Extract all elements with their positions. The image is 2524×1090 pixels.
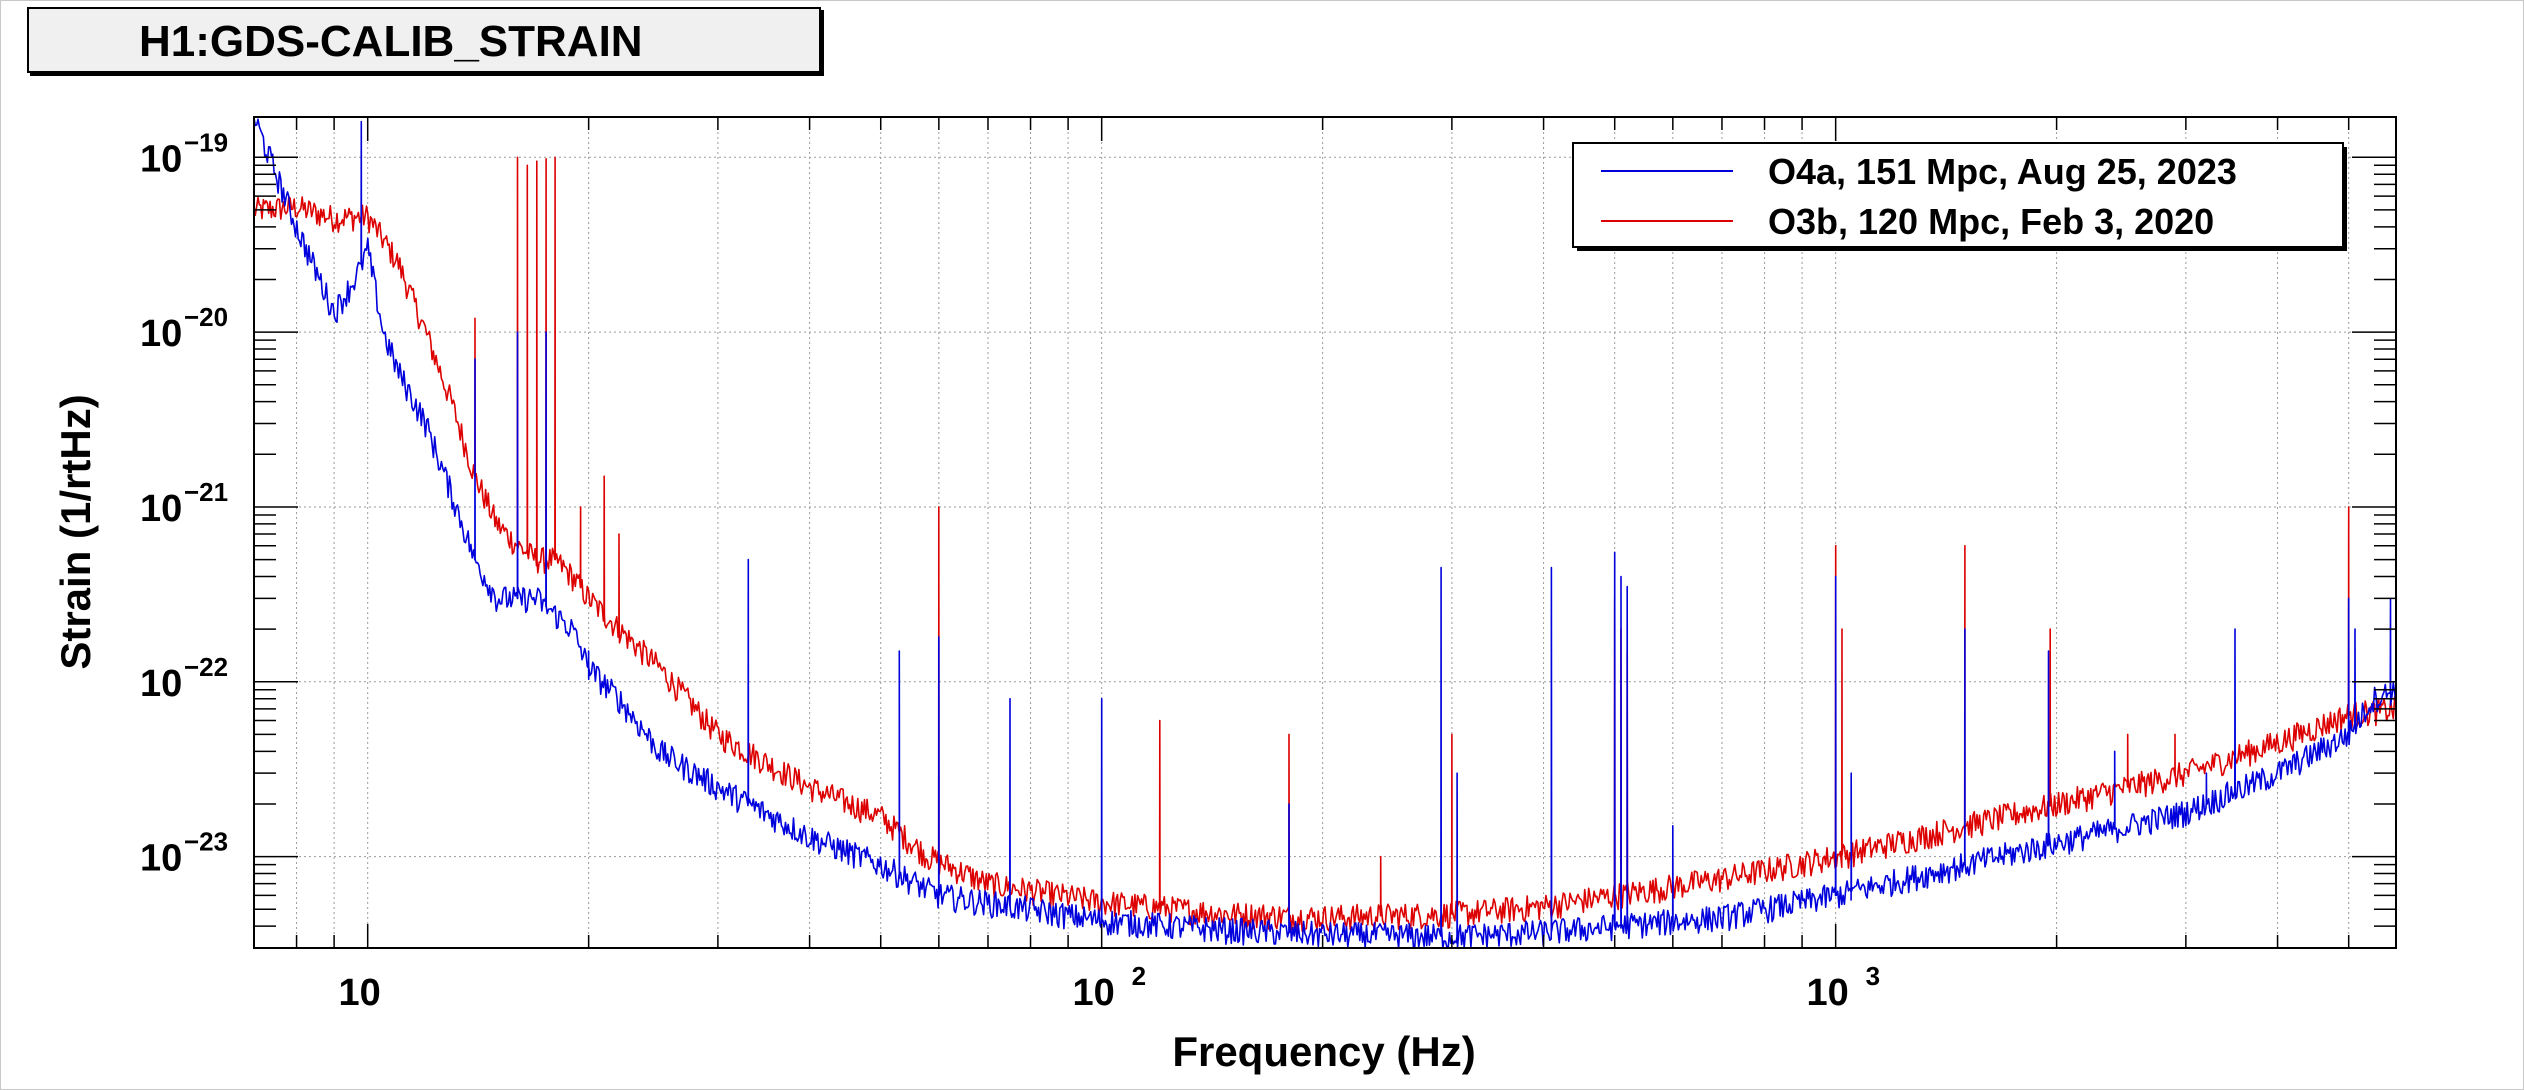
x-axis-title: Frequency (Hz) — [1172, 1028, 1475, 1075]
x-tick-label: 10 — [1073, 972, 1115, 1014]
x-tick-label: 10 — [339, 972, 381, 1014]
y-tick-exponent: −21 — [184, 477, 228, 507]
y-axis-title: Strain (1/rtHz) — [52, 394, 99, 669]
y-tick-exponent: −23 — [184, 827, 228, 857]
x-tick-exponent: 2 — [1132, 961, 1146, 991]
axes — [253, 116, 2397, 949]
x-tick-label: 10 — [1807, 972, 1849, 1014]
chart-title-box: H1:GDS-CALIB_STRAIN — [27, 7, 821, 73]
y-tick-label: 10 — [140, 313, 182, 355]
chart-title: H1:GDS-CALIB_STRAIN — [139, 17, 643, 66]
y-tick-label: 10 — [140, 663, 182, 705]
series-line-o4a — [253, 117, 2397, 949]
legend: O4a, 151 Mpc, Aug 25, 2023 O3b, 120 Mpc, … — [1572, 142, 2347, 251]
y-tick-exponent: −20 — [184, 302, 228, 332]
y-tick-exponent: −19 — [184, 127, 228, 157]
y-tick-label: 10 — [140, 838, 182, 880]
series-line-o3b — [253, 156, 2397, 932]
legend-label: O4a, 151 Mpc, Aug 25, 2023 — [1768, 151, 2237, 192]
series-layer — [253, 117, 2397, 949]
x-tick-exponent: 3 — [1866, 961, 1880, 991]
y-tick-label: 10 — [140, 138, 182, 180]
legend-label: O3b, 120 Mpc, Feb 3, 2020 — [1768, 201, 2214, 242]
y-tick-exponent: −22 — [184, 652, 228, 682]
grid — [253, 117, 2396, 948]
plot-frame — [253, 116, 2397, 949]
y-tick-label: 10 — [140, 488, 182, 530]
legend-box — [1572, 142, 2344, 248]
